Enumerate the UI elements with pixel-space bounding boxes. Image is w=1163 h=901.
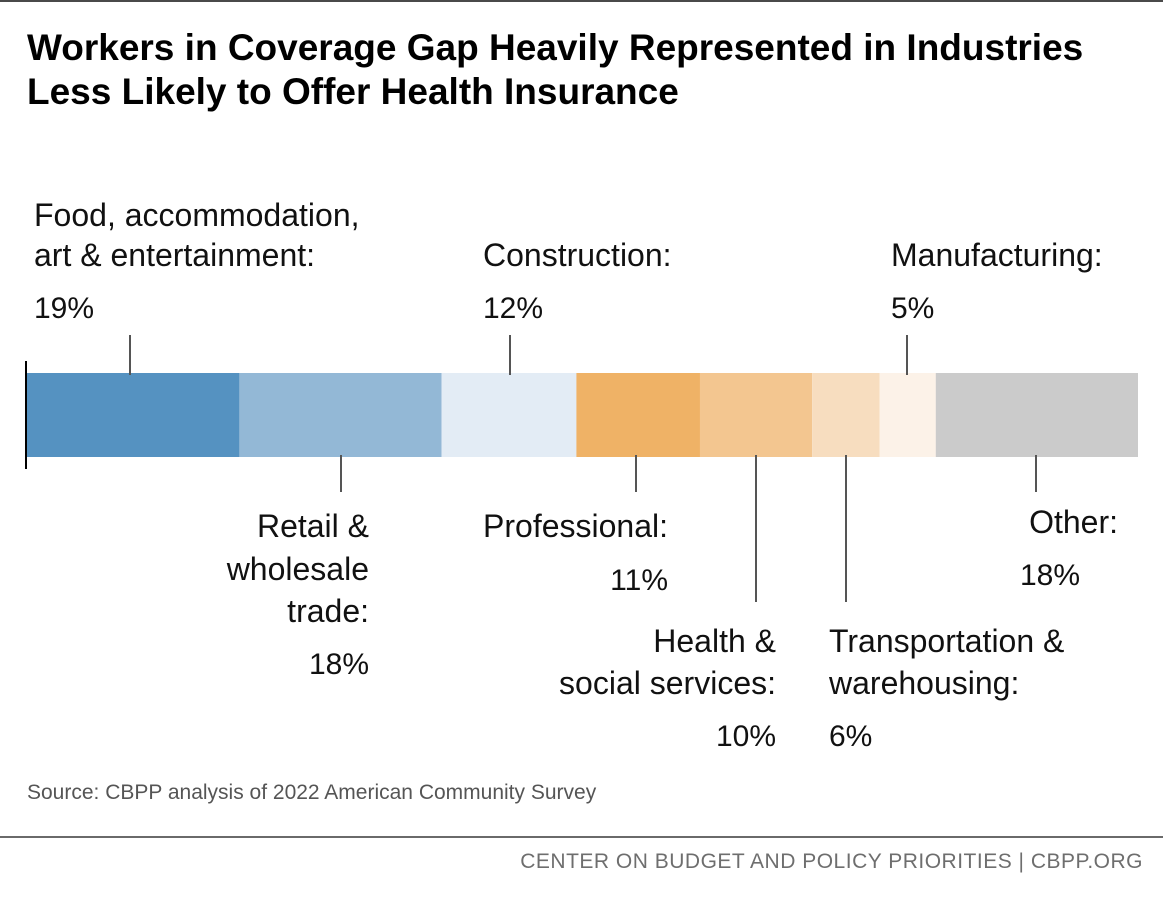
bottom-rule <box>0 836 1163 838</box>
bar-segment-3 <box>441 373 577 457</box>
value-label-3: 12% <box>483 292 543 325</box>
category-label-6: warehousing: <box>828 665 1019 701</box>
value-label-4: 11% <box>610 564 668 597</box>
value-label-5: 10% <box>716 720 776 753</box>
category-label-1: art & entertainment: <box>34 237 315 273</box>
category-label-6: Transportation & <box>829 623 1064 659</box>
value-label-6: 6% <box>829 720 872 753</box>
bar-segment-8 <box>935 373 1138 457</box>
value-label-7: 5% <box>891 292 934 325</box>
leader-lines <box>129 335 1037 602</box>
source-note: Source: CBPP analysis of 2022 American C… <box>27 781 597 804</box>
bar-segments <box>26 373 1138 457</box>
category-label-2: Retail & <box>257 508 369 544</box>
value-label-8: 18% <box>1020 559 1080 592</box>
bar-segment-2 <box>239 373 442 457</box>
segment-labels: Food, accommodation, art & entertainment:… <box>34 197 1118 753</box>
category-label-5: Health & <box>653 623 776 659</box>
category-label-5: social services: <box>559 665 776 701</box>
footer-credit: CENTER ON BUDGET AND POLICY PRIORITIES |… <box>520 850 1143 873</box>
category-label-4: Professional: <box>483 508 668 544</box>
category-label-8: Other: <box>1029 504 1118 540</box>
stacked-bar-chart: Food, accommodation, art & entertainment:… <box>25 197 1138 753</box>
category-label-7: Manufacturing: <box>891 237 1103 273</box>
bar-segment-5 <box>699 373 813 457</box>
category-label-3: Construction: <box>483 237 672 273</box>
value-label-2: 18% <box>309 648 369 681</box>
top-rule <box>0 0 1163 2</box>
category-label-2: trade: <box>287 593 369 629</box>
bar-segment-4 <box>576 373 700 457</box>
bar-segment-7 <box>879 373 936 457</box>
bar-segment-6 <box>812 373 880 457</box>
category-label-1: Food, accommodation, <box>34 197 360 233</box>
chart-title: Workers in Coverage Gap Heavily Represen… <box>27 27 1084 112</box>
bar-segment-1 <box>26 373 240 457</box>
category-label-2: wholesale <box>226 551 369 587</box>
value-label-1: 19% <box>34 292 94 325</box>
